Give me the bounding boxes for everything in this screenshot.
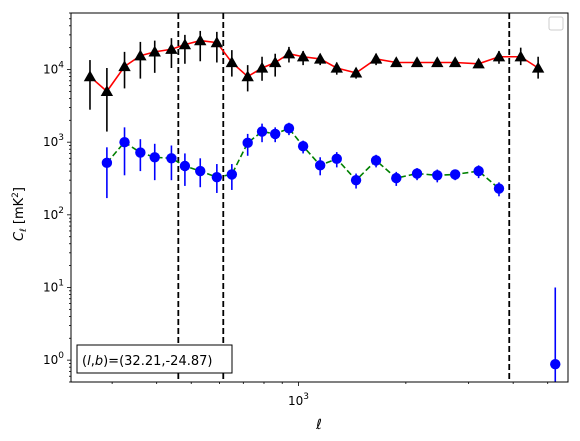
series-1-point-2 bbox=[119, 136, 130, 148]
series-1-point-20 bbox=[411, 168, 423, 179]
series-1-point-3 bbox=[135, 147, 146, 158]
series-0-point-4 bbox=[148, 45, 161, 57]
series-0-point-0 bbox=[83, 70, 97, 82]
series-1-point-17 bbox=[350, 174, 362, 186]
series-0-point-1 bbox=[100, 85, 114, 97]
y-axis-label: Cℓ [mK2] bbox=[11, 187, 29, 241]
series-1-point-16 bbox=[331, 153, 342, 165]
series-1-point-8 bbox=[211, 171, 223, 183]
series-0-point-3 bbox=[134, 49, 147, 61]
series-1-point-6 bbox=[179, 160, 191, 172]
series-1-point-23 bbox=[473, 165, 484, 177]
series-1-point-7 bbox=[195, 165, 206, 177]
y-tick-label-0: 100 bbox=[43, 351, 64, 367]
annotation-frame bbox=[76, 344, 233, 374]
series-1-point-10 bbox=[242, 137, 253, 149]
series-1-point-5 bbox=[166, 153, 177, 164]
series-0-point-8 bbox=[210, 36, 224, 48]
series-0-point-16 bbox=[330, 61, 343, 73]
y-tick-label-3: 103 bbox=[43, 133, 64, 149]
series-1-point-1 bbox=[101, 157, 113, 169]
y-tick-label-1: 101 bbox=[43, 278, 64, 294]
series-0-point-20 bbox=[410, 56, 424, 68]
series-0-point-24 bbox=[492, 50, 506, 62]
series-0-point-10 bbox=[241, 70, 254, 82]
series-0-point-18 bbox=[369, 52, 383, 64]
series-0-point-14 bbox=[296, 50, 310, 62]
y-tick-label-2: 102 bbox=[43, 206, 64, 222]
series-0-point-17 bbox=[349, 66, 363, 78]
x-axis-label: ℓ bbox=[315, 417, 322, 433]
series-1-point-4 bbox=[149, 152, 160, 163]
series-0-point-2 bbox=[118, 60, 131, 72]
series-0-point-21 bbox=[431, 56, 444, 68]
series-1-point-18 bbox=[370, 155, 382, 166]
y-tick-label-4: 104 bbox=[43, 61, 64, 77]
series-1-point-11 bbox=[256, 126, 268, 137]
plot-frame bbox=[70, 12, 569, 383]
annotation-box: (l,b)=(32.21,-24.87) bbox=[76, 344, 233, 374]
series-0-point-15 bbox=[313, 52, 327, 64]
series-1-point-22 bbox=[449, 169, 461, 180]
series-0-point-26 bbox=[531, 61, 545, 73]
series-1 bbox=[101, 122, 561, 382]
x-tick-label-0: 103 bbox=[288, 392, 309, 408]
series-1-line bbox=[107, 128, 555, 364]
legend-box bbox=[548, 16, 564, 31]
series-0-point-23 bbox=[472, 57, 485, 69]
axis-layer: 100 101 102 103 104 103 bbox=[43, 12, 549, 408]
series-0-point-5 bbox=[165, 43, 178, 54]
series-1-point-15 bbox=[314, 160, 326, 171]
series-0-point-7 bbox=[194, 34, 207, 46]
series-0-point-9 bbox=[225, 56, 239, 68]
series-0-line bbox=[89, 39, 539, 93]
series-1-point-12 bbox=[269, 128, 281, 140]
series-1-point-24 bbox=[493, 183, 505, 194]
series-1-point-14 bbox=[297, 141, 309, 152]
annotation-text: (l,b)=(32.21,-24.87) bbox=[82, 354, 212, 369]
legend bbox=[548, 16, 564, 31]
series-0-point-6 bbox=[178, 38, 192, 50]
series-0-point-13 bbox=[282, 47, 296, 59]
series-0-point-22 bbox=[448, 56, 462, 68]
series-1-point-27 bbox=[550, 358, 561, 370]
series-0-point-19 bbox=[390, 56, 403, 68]
series-0-point-12 bbox=[268, 56, 282, 68]
series-0-point-25 bbox=[514, 50, 527, 62]
series-1-point-21 bbox=[432, 170, 443, 181]
series-0-point-11 bbox=[255, 61, 269, 73]
series-1-point-9 bbox=[226, 169, 238, 180]
series-1-point-19 bbox=[391, 172, 402, 184]
series-0 bbox=[83, 30, 545, 132]
data-layer bbox=[83, 13, 561, 382]
series-1-point-13 bbox=[283, 123, 295, 134]
